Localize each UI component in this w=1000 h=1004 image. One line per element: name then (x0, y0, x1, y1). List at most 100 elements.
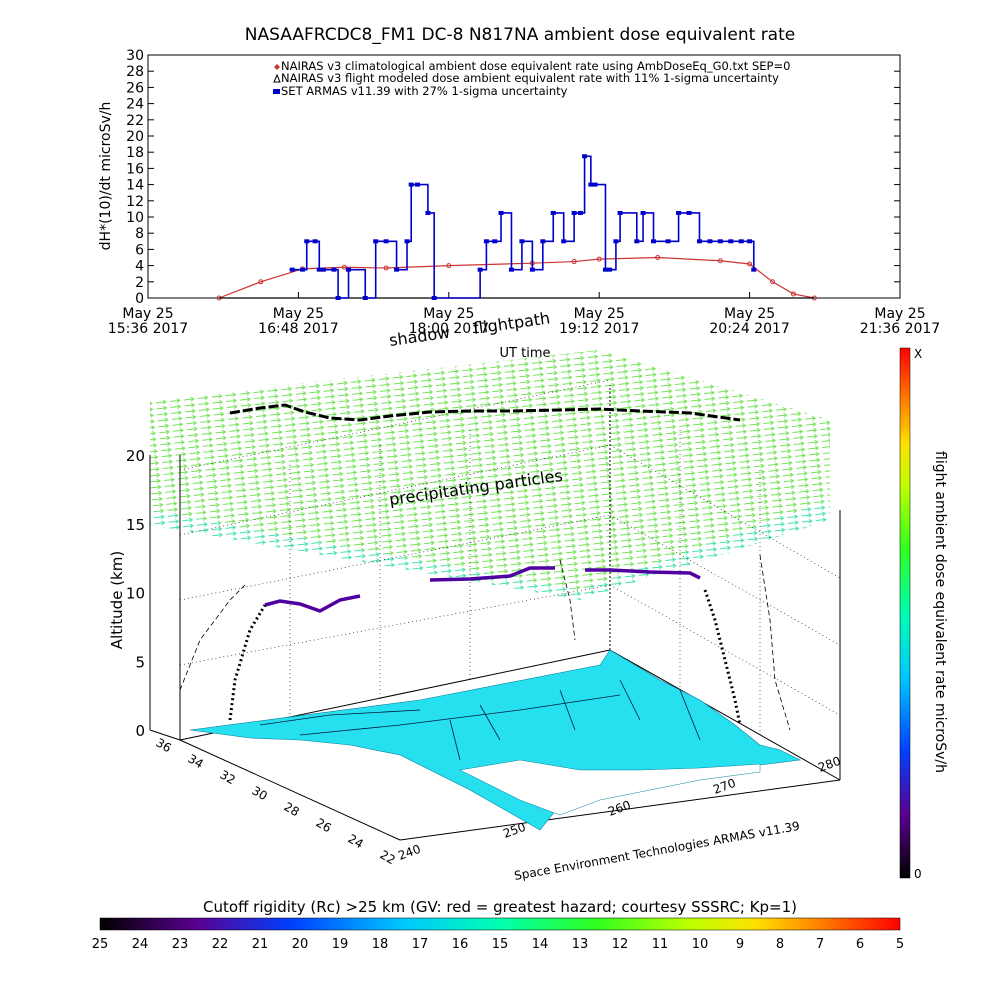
data-point (571, 259, 577, 265)
series-line (218, 256, 815, 299)
data-point (498, 210, 504, 215)
data-point (717, 258, 723, 264)
x-tick-label-time: 18:00 2017 (409, 321, 489, 337)
x-tick-label-date: May 25 (874, 306, 925, 322)
y-tick-label: 26 (126, 80, 144, 96)
shadow-annotation: shadow (388, 323, 451, 350)
colorbar-tick-label: 23 (172, 937, 189, 952)
y-axis-label: dH*(10)/dt microSv/h (98, 102, 114, 251)
y-tick-label: 28 (126, 64, 144, 80)
series-layer (216, 154, 817, 301)
altitude-tick-label: 20 (126, 447, 145, 465)
longitude-tick-label: 250 (501, 820, 527, 841)
colorbar-tick-label: 24 (132, 937, 149, 952)
longitude-tick-label: 280 (816, 754, 842, 775)
y-tick-label: 30 (126, 48, 144, 64)
data-point (483, 239, 489, 244)
colorbar-tick-label: 11 (652, 937, 669, 952)
flightpath-shadow (229, 403, 741, 422)
data-point (362, 296, 368, 300)
data-point (383, 265, 389, 271)
x-tick-label-date: May 25 (423, 306, 474, 322)
colorbar-tick-label: 18 (372, 937, 389, 952)
data-point (592, 182, 598, 187)
y-tick-label: 14 (126, 178, 144, 194)
data-point (320, 267, 326, 272)
latitude-ticks: 36 34 32 30 28 26 24 22 (154, 735, 398, 867)
dose-rate-chart: NASAAFRCDC8_FM1 DC-8 N817NA ambient dose… (98, 25, 940, 361)
data-point (492, 239, 498, 244)
y-tick-label: 12 (126, 194, 144, 210)
colorbar-tick-label: 6 (856, 937, 864, 952)
data-point (617, 210, 623, 215)
side-colorbar-min: 0 (914, 867, 922, 881)
y-tick-label: 6 (135, 242, 144, 258)
colorbar-tick-label: 19 (332, 937, 349, 952)
altitude-tick-label: 10 (126, 585, 145, 603)
data-point (331, 267, 337, 272)
data-point (341, 264, 347, 270)
y-tick-label: 20 (126, 129, 144, 145)
latitude-tick-label: 34 (186, 751, 206, 771)
data-point (634, 239, 640, 244)
colorbar-tick-label: 12 (612, 937, 629, 952)
colorbar-tick-label: 9 (736, 937, 744, 952)
bottom-colorbar-gradient (99, 917, 901, 931)
data-point (508, 267, 514, 272)
data-point (550, 210, 556, 215)
legend-marker-diamond (274, 64, 280, 70)
colorbar-tick-label: 13 (572, 937, 589, 952)
longitude-tick-label: 270 (711, 776, 737, 797)
latitude-tick-label: 22 (378, 847, 398, 867)
y-tick-label: 24 (126, 97, 144, 113)
longitude-tick-label: 240 (396, 842, 422, 863)
flightpath-projection (179, 554, 791, 731)
colorbar-tick-label: 8 (776, 937, 784, 952)
legend-entry-nairas-clim: NAIRAS v3 climatological ambient dose eq… (274, 59, 790, 73)
altitude-axis-label: Altitude (km) (108, 551, 126, 649)
data-point (425, 210, 431, 215)
colorbar-tick-label: 25 (92, 937, 109, 952)
data-point (738, 239, 744, 244)
flightpath-track (264, 566, 701, 613)
data-point (304, 239, 310, 244)
data-point (346, 267, 352, 272)
chart-title: NASAAFRCDC8_FM1 DC-8 N817NA ambient dose… (245, 25, 795, 45)
x-tick-label-time: 20:24 2017 (709, 321, 789, 337)
legend-entry-armas: SET ARMAS v11.39 with 27% 1-sigma uncert… (273, 84, 568, 98)
series-nairas-clim (216, 255, 817, 301)
data-point (751, 267, 757, 272)
y-tick-label: 22 (126, 113, 144, 129)
data-point (596, 256, 602, 262)
data-point (519, 239, 525, 244)
data-point (289, 267, 295, 272)
data-point (747, 239, 753, 244)
map-surface (189, 649, 802, 831)
flightpath-annotation: flightpath (472, 308, 551, 338)
colorbar-tick-label: 14 (532, 937, 549, 952)
state-borders (259, 679, 701, 761)
colorbar-tick-label: 17 (412, 937, 429, 952)
y-tick-label: 16 (126, 161, 144, 177)
altitude-ticks: 0 5 10 15 20 (126, 447, 145, 740)
altitude-tick-label: 15 (126, 516, 145, 534)
y-tick-label: 4 (135, 259, 144, 275)
data-point (728, 239, 734, 244)
latitude-tick-label: 30 (250, 783, 270, 803)
data-point (561, 239, 567, 244)
data-point (607, 267, 613, 272)
data-point (446, 263, 452, 269)
bottom-colorbar-label: Cutoff rigidity (Rc) >25 km (GV: red = g… (203, 898, 797, 916)
colorbar-tick-label: 22 (212, 937, 229, 952)
data-point (707, 239, 713, 244)
data-point (588, 182, 594, 187)
series-line (292, 155, 755, 299)
data-point (477, 267, 483, 272)
latitude-tick-label: 32 (218, 767, 238, 787)
data-point (770, 279, 776, 285)
data-point (602, 267, 608, 272)
legend-entry-nairas-flight: NAIRAS v3 flight modeled dose ambient eq… (273, 71, 779, 85)
data-point (613, 239, 619, 244)
